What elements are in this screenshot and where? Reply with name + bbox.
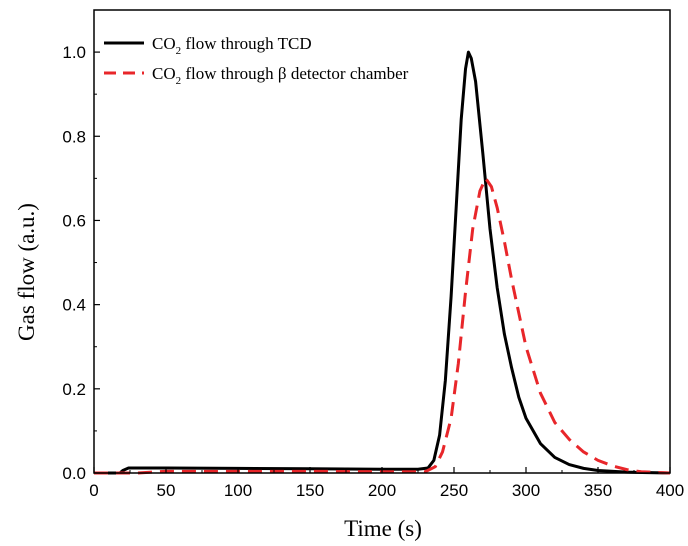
x-tick-label: 250 (440, 481, 468, 500)
legend-label-beta-chamber: CO2 flow through β detector chamber (152, 64, 409, 87)
y-axis-title: Gas flow (a.u.) (14, 203, 39, 341)
series-line-tcd (94, 50, 671, 475)
x-tick-label: 200 (368, 481, 396, 500)
x-tick-label: 50 (157, 481, 176, 500)
legend: CO2 flow through TCD CO2 flow through β d… (104, 34, 409, 87)
y-tick-label: 0.6 (62, 211, 86, 230)
x-tick-label: 350 (584, 481, 612, 500)
plot-frame (93, 9, 671, 474)
x-axis-title: Time (s) (344, 516, 422, 541)
x-tick-label: 150 (296, 481, 324, 500)
y-tick-label: 0.0 (62, 464, 86, 483)
y-tick-label: 0.2 (62, 380, 86, 399)
series-line-beta-chamber (94, 176, 671, 475)
x-tick-label: 100 (224, 481, 252, 500)
y-tick-label: 0.4 (62, 296, 86, 315)
y-axis: 0.0 0.2 0.4 0.6 0.8 1.0 (62, 9, 100, 483)
x-tick-label: 0 (89, 481, 98, 500)
y-tick-label: 1.0 (62, 43, 86, 62)
legend-label-tcd: CO2 flow through TCD (152, 34, 312, 57)
x-tick-label: 400 (656, 481, 684, 500)
y-tick-label: 0.8 (62, 127, 86, 146)
plot-area (94, 50, 671, 475)
x-tick-label: 300 (512, 481, 540, 500)
x-axis: 0 50 100 150 200 250 300 350 400 (89, 467, 684, 500)
